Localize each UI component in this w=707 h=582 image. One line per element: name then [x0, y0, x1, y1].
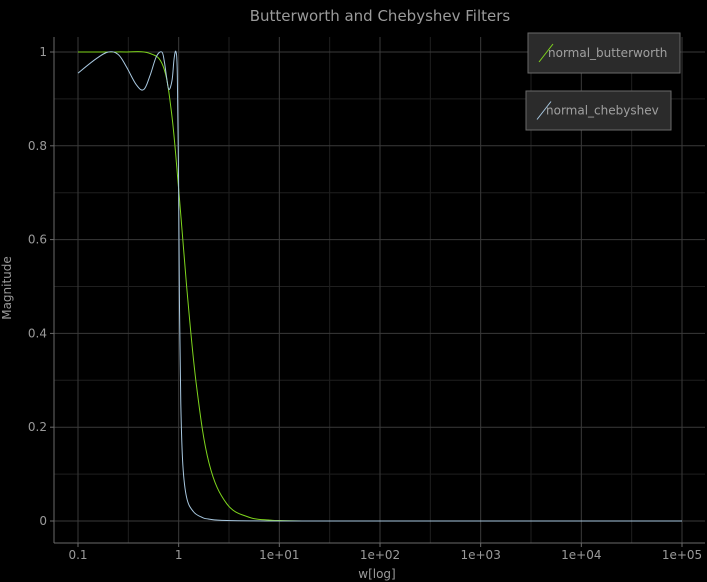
- legend-label: normal_chebyshev: [546, 104, 659, 118]
- legend-swatch: [536, 101, 552, 120]
- series-line-normal-chebyshev: [77, 50, 682, 522]
- x-axis-label: w[log]: [358, 567, 395, 581]
- axes: 0 0.2 0.4 0.6 0.8 1 0.1 1 1e+01 1e+02 1e+03 1e+04 1e…: [28, 37, 705, 562]
- y-tick-label: 0.8: [28, 139, 47, 153]
- y-tick-label: 0.2: [28, 420, 47, 434]
- legend-swatch: [538, 43, 554, 63]
- y-tick-label: 0.6: [28, 233, 47, 247]
- x-tick-label: 0.1: [68, 548, 87, 562]
- x-tick-label: 1e+01: [259, 548, 299, 562]
- legend-item-normal-chebyshev[interactable]: normal_chebyshev: [525, 90, 672, 131]
- y-tick-label: 0: [39, 514, 47, 528]
- x-tick-label: 1: [175, 548, 183, 562]
- legend: normal_butterworth normal_chebyshev: [525, 32, 681, 131]
- x-tick-label: 1e+02: [360, 548, 400, 562]
- x-tick-label: 1e+05: [662, 548, 702, 562]
- legend-label: normal_butterworth: [548, 46, 667, 60]
- legend-item-normal-butterworth[interactable]: normal_butterworth: [527, 32, 681, 74]
- y-tick-label: 1: [39, 45, 47, 59]
- y-tick-label: 0.4: [28, 326, 47, 340]
- series-lines: [77, 50, 682, 522]
- legend-box: [527, 32, 681, 74]
- y-axis-label: Magnitude: [0, 256, 14, 320]
- legend-box: [525, 90, 672, 131]
- x-tick-label: 1e+03: [460, 548, 500, 562]
- chart-title: Butterworth and Chebyshev Filters: [250, 7, 511, 25]
- x-tick-label: 1e+04: [561, 548, 601, 562]
